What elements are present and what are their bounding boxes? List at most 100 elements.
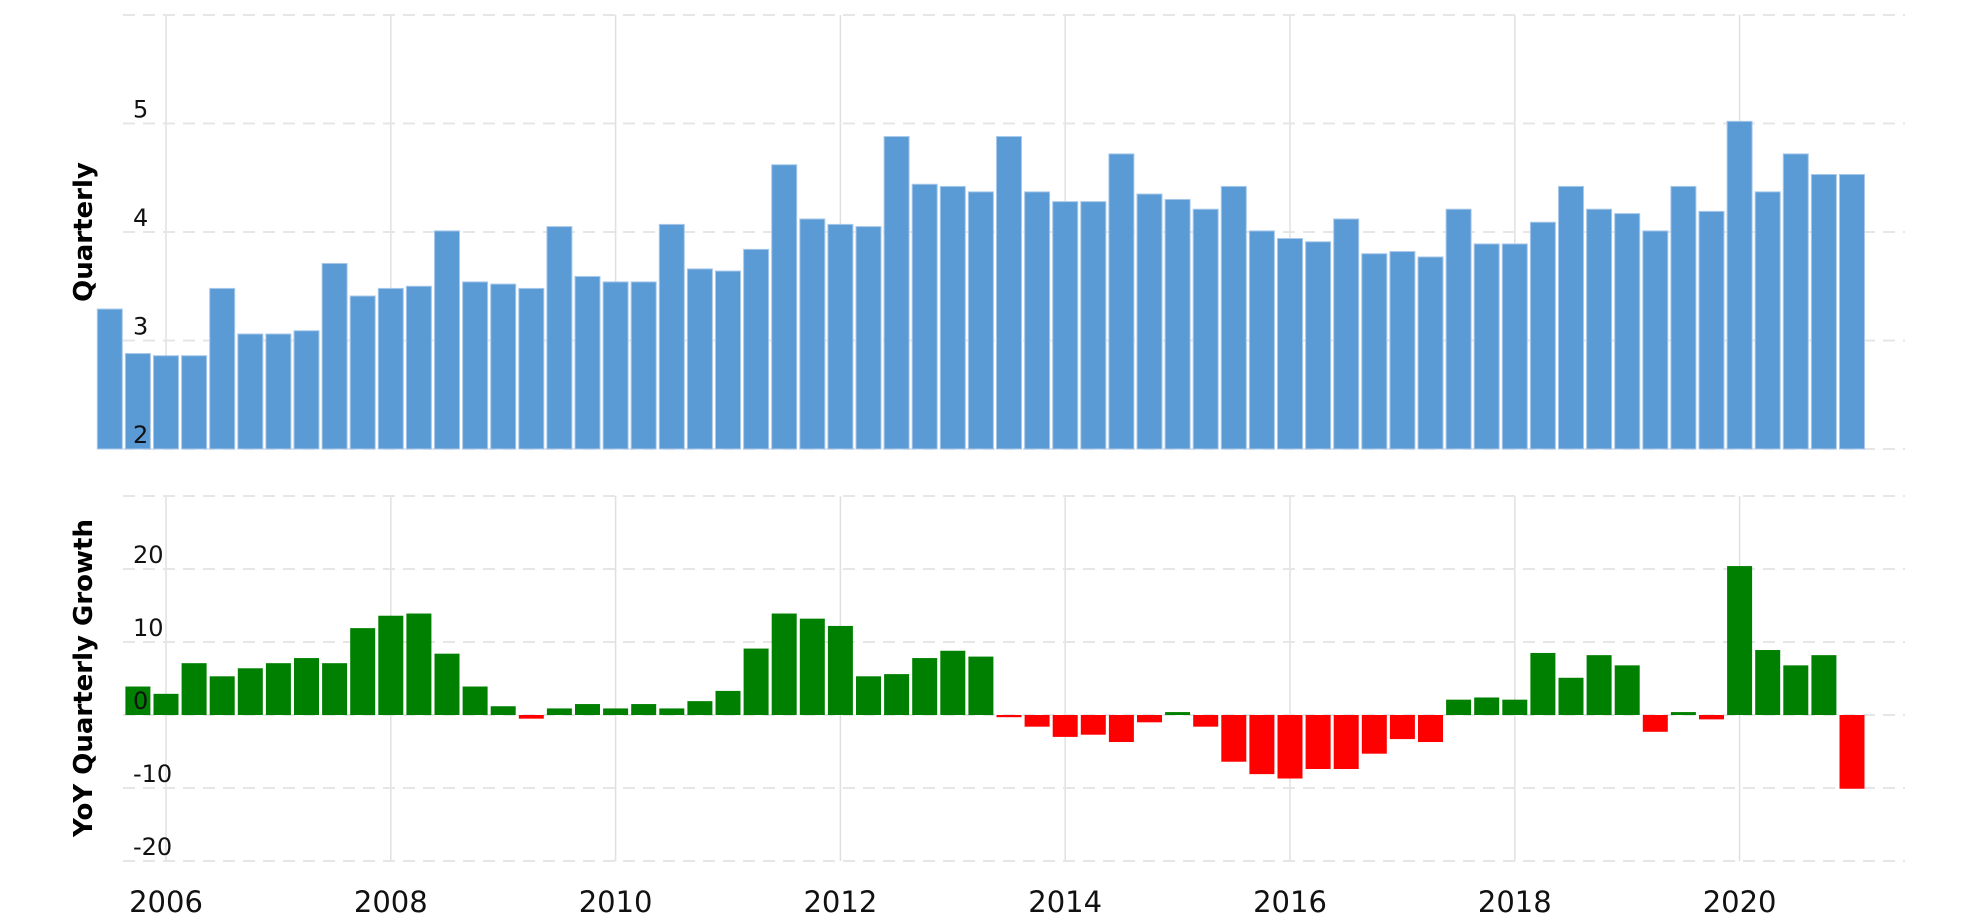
- growth-bar-negative: [1642, 715, 1668, 732]
- growth-y-ticks: -20 -10 0 10 20: [133, 541, 172, 861]
- growth-bar-positive: [856, 676, 881, 715]
- growth-bar-positive: [715, 690, 741, 715]
- growth-bar-negative: [1193, 715, 1219, 727]
- growth-bar-negative: [1080, 715, 1106, 735]
- quarterly-bar: [602, 281, 629, 450]
- growth-bar-positive: [378, 615, 404, 715]
- y-tick-label: 4: [133, 204, 148, 232]
- quarterly-bar: [1080, 201, 1107, 450]
- growth-bar-negative: [1305, 715, 1331, 770]
- growth-bar-positive: [1558, 677, 1584, 715]
- quarterly-bar: [743, 248, 770, 450]
- growth-bar-positive: [1670, 712, 1696, 715]
- quarterly-bar: [405, 285, 432, 450]
- quarterly-bar: [1445, 208, 1472, 450]
- quarterly-bar: [1417, 256, 1444, 450]
- growth-bar-positive: [546, 708, 572, 715]
- quarterly-bar: [181, 355, 208, 450]
- quarterly-bar: [490, 283, 517, 450]
- growth-bar-positive: [1783, 665, 1809, 715]
- quarterly-bar: [153, 355, 179, 450]
- y-tick-label: 0: [133, 687, 148, 715]
- quarterly-bar: [686, 268, 713, 450]
- growth-bar-positive: [827, 625, 853, 715]
- growth-bar-positive: [884, 674, 910, 715]
- quarterly-bar: [827, 223, 854, 450]
- quarterly-bar: [1810, 173, 1837, 450]
- quarterly-bar: [1333, 218, 1360, 450]
- quarterly-bar: [265, 333, 292, 450]
- growth-bar-positive: [181, 663, 207, 715]
- quarterly-bar: [1220, 185, 1247, 450]
- y-tick-label: 10: [133, 614, 164, 642]
- quarterly-bar: [237, 333, 264, 450]
- quarterly-bar: [1754, 191, 1781, 450]
- x-tick-label: 2010: [579, 885, 653, 919]
- growth-bar-positive: [1727, 566, 1753, 715]
- quarterly-bar: [1108, 153, 1135, 450]
- quarterly-bar: [1473, 243, 1500, 450]
- y-tick-label: 5: [133, 96, 148, 124]
- quarterly-bars: [96, 120, 1865, 450]
- growth-axis-title: YoY Quarterly Growth: [69, 519, 99, 838]
- growth-bar-positive: [1502, 699, 1528, 715]
- growth-bar-negative: [1418, 715, 1443, 743]
- quarterly-bar: [939, 185, 966, 450]
- quarterly-bar: [855, 226, 882, 450]
- quarterly-bar: [1529, 221, 1556, 450]
- quarterly-bar: [996, 136, 1022, 450]
- growth-bar-positive: [912, 658, 938, 715]
- quarterly-bar: [546, 226, 573, 450]
- growth-bar-positive: [659, 708, 685, 715]
- quarterly-bar: [1024, 191, 1051, 450]
- quarterly-bar: [1782, 153, 1809, 450]
- growth-bar-positive: [294, 658, 319, 715]
- growth-bar-positive: [603, 708, 629, 715]
- y-tick-label: -20: [133, 833, 172, 861]
- x-tick-label: 2018: [1478, 885, 1552, 919]
- growth-bar-negative: [1024, 715, 1050, 727]
- quarterly-bar: [658, 223, 685, 450]
- growth-bar-positive: [125, 686, 151, 715]
- quarterly-bar: [1670, 185, 1697, 450]
- quarterly-bar: [1642, 230, 1669, 450]
- quarterly-bar: [1248, 230, 1275, 450]
- bottom-gridlines: [123, 495, 1905, 862]
- growth-bar-negative: [1361, 715, 1387, 754]
- x-tick-label: 2016: [1253, 885, 1327, 919]
- growth-bar-positive: [322, 663, 348, 715]
- growth-bar-positive: [153, 693, 179, 715]
- x-tick-label: 2012: [803, 885, 877, 919]
- quarterly-bar: [462, 281, 489, 450]
- x-tick-label: 2006: [129, 885, 203, 919]
- quarterly-bar: [321, 262, 348, 450]
- growth-bar-positive: [1811, 655, 1837, 715]
- quarterly-bar: [883, 136, 910, 450]
- growth-bar-negative: [1389, 715, 1415, 740]
- growth-bar-positive: [799, 618, 825, 715]
- growth-bar-negative: [1052, 715, 1078, 737]
- growth-bar-positive: [490, 706, 516, 715]
- x-tick-label: 2020: [1703, 885, 1777, 919]
- quarterly-bar: [715, 270, 741, 450]
- quarterly-bar: [1614, 213, 1641, 450]
- growth-bar-positive: [1614, 665, 1640, 715]
- growth-bar-negative: [1277, 715, 1303, 779]
- growth-bar-positive: [350, 628, 376, 715]
- growth-bar-positive: [743, 648, 769, 715]
- growth-bar-positive: [1586, 655, 1612, 715]
- quarterly-bar: [124, 353, 151, 450]
- quarterly-y-ticks: 2 3 4 5: [133, 96, 148, 450]
- quarterly-bar: [967, 191, 994, 450]
- growth-bar-positive: [687, 701, 713, 715]
- quarterly-bar: [349, 295, 376, 450]
- growth-bar-positive: [1165, 712, 1191, 715]
- quarterly-bar: [1277, 238, 1303, 450]
- growth-bar-positive: [1755, 650, 1781, 715]
- quarterly-bar: [771, 164, 798, 450]
- growth-bar-positive: [1474, 697, 1500, 715]
- quarterly-bar: [630, 281, 657, 450]
- growth-bar-positive: [940, 650, 966, 715]
- growth-bar-positive: [237, 668, 263, 715]
